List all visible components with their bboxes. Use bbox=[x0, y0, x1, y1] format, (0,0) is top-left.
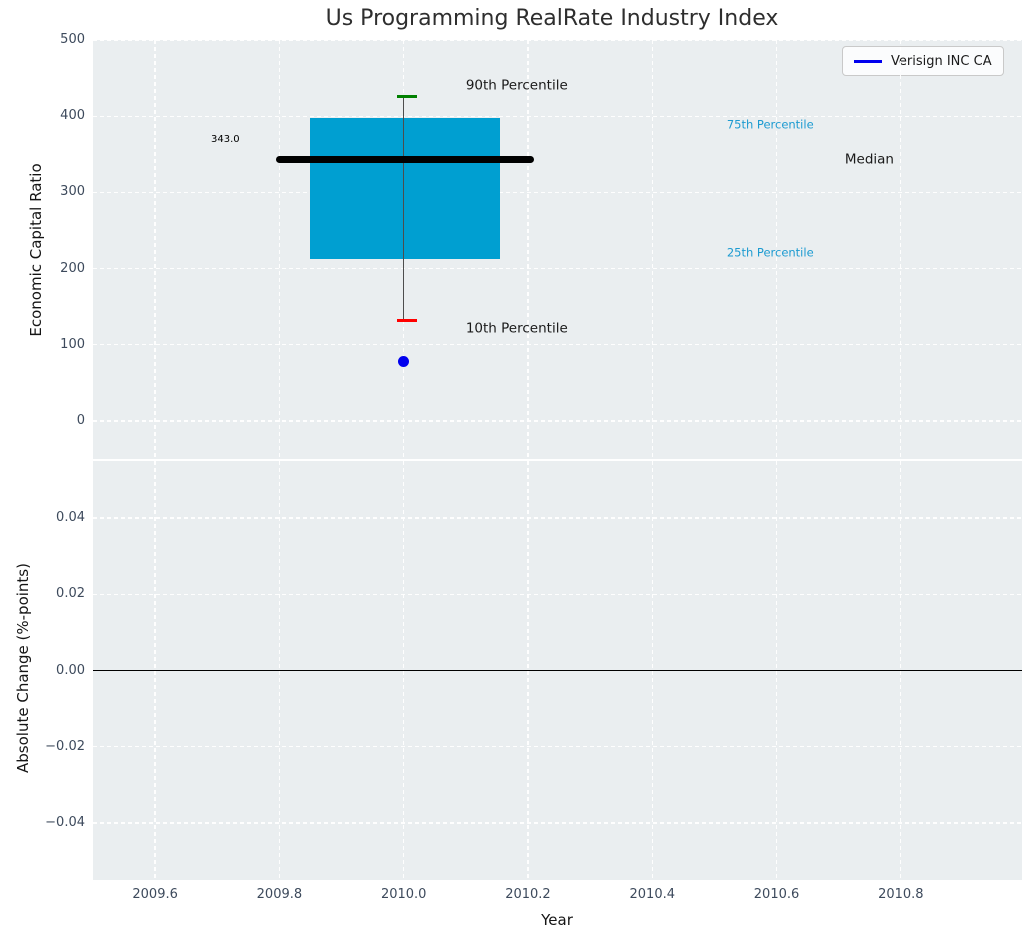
annotation-10th-percentile: 10th Percentile bbox=[465, 320, 568, 337]
h-gridline bbox=[93, 267, 1022, 270]
y-tick-label: 500 bbox=[60, 32, 85, 47]
v-gridline bbox=[900, 40, 902, 459]
h-gridline bbox=[93, 746, 1022, 748]
y-tick-label: −0.02 bbox=[45, 738, 85, 754]
iqr-box bbox=[310, 117, 500, 260]
annotation-median: Median bbox=[844, 150, 894, 167]
x-axis-label: Year bbox=[541, 911, 573, 929]
x-tick-label: 2009.6 bbox=[132, 887, 178, 902]
y-tick-label: −0.04 bbox=[45, 814, 85, 830]
y-tick-label: 100 bbox=[60, 336, 85, 352]
x-tick-label: 2010.0 bbox=[380, 887, 427, 902]
x-tick-label: 2010.8 bbox=[878, 887, 924, 902]
zero-line bbox=[93, 669, 1022, 672]
annotation-75th-percentile: 75th Percentile bbox=[726, 117, 814, 132]
median-line bbox=[276, 156, 535, 164]
y-tick-label: 0.04 bbox=[56, 510, 85, 526]
legend: Verisign INC CA bbox=[842, 46, 1004, 76]
v-gridline bbox=[278, 40, 281, 459]
top-axes bbox=[93, 40, 1022, 459]
p90-cap bbox=[396, 94, 417, 98]
x-tick-label: 2010.6 bbox=[753, 887, 800, 902]
y-tick-label: 200 bbox=[60, 260, 85, 276]
h-gridline bbox=[93, 39, 1022, 41]
annotation-90th-percentile: 90th Percentile bbox=[465, 76, 568, 93]
h-gridline bbox=[93, 344, 1022, 346]
y-tick-label: 0.02 bbox=[56, 586, 85, 602]
h-gridline bbox=[93, 517, 1022, 519]
p10-cap bbox=[396, 318, 417, 322]
annotation-343-0: 343.0 bbox=[211, 133, 240, 145]
y-tick-label: 0.00 bbox=[56, 662, 85, 678]
v-gridline bbox=[651, 40, 653, 459]
verisign-marker bbox=[398, 355, 410, 367]
x-tick-label: 2010.4 bbox=[629, 887, 676, 902]
v-gridline bbox=[154, 40, 156, 459]
h-gridline bbox=[93, 115, 1022, 117]
y-tick-label: 400 bbox=[60, 108, 85, 124]
y-tick-label: 300 bbox=[60, 184, 85, 200]
h-gridline bbox=[93, 191, 1022, 193]
v-gridline bbox=[775, 40, 778, 459]
legend-label: Verisign INC CA bbox=[891, 53, 992, 69]
x-tick-label: 2010.2 bbox=[505, 887, 551, 902]
h-gridline bbox=[93, 420, 1022, 422]
y-tick-label: 0 bbox=[76, 412, 85, 428]
chart-title: Us Programming RealRate Industry Index bbox=[325, 6, 779, 31]
whisker-line bbox=[403, 96, 405, 321]
annotation-25th-percentile: 25th Percentile bbox=[726, 245, 814, 260]
v-gridline bbox=[527, 40, 529, 459]
h-gridline bbox=[93, 593, 1022, 595]
h-gridline bbox=[93, 822, 1022, 824]
x-tick-label: 2009.8 bbox=[256, 887, 303, 902]
legend-line-swatch bbox=[854, 59, 882, 63]
